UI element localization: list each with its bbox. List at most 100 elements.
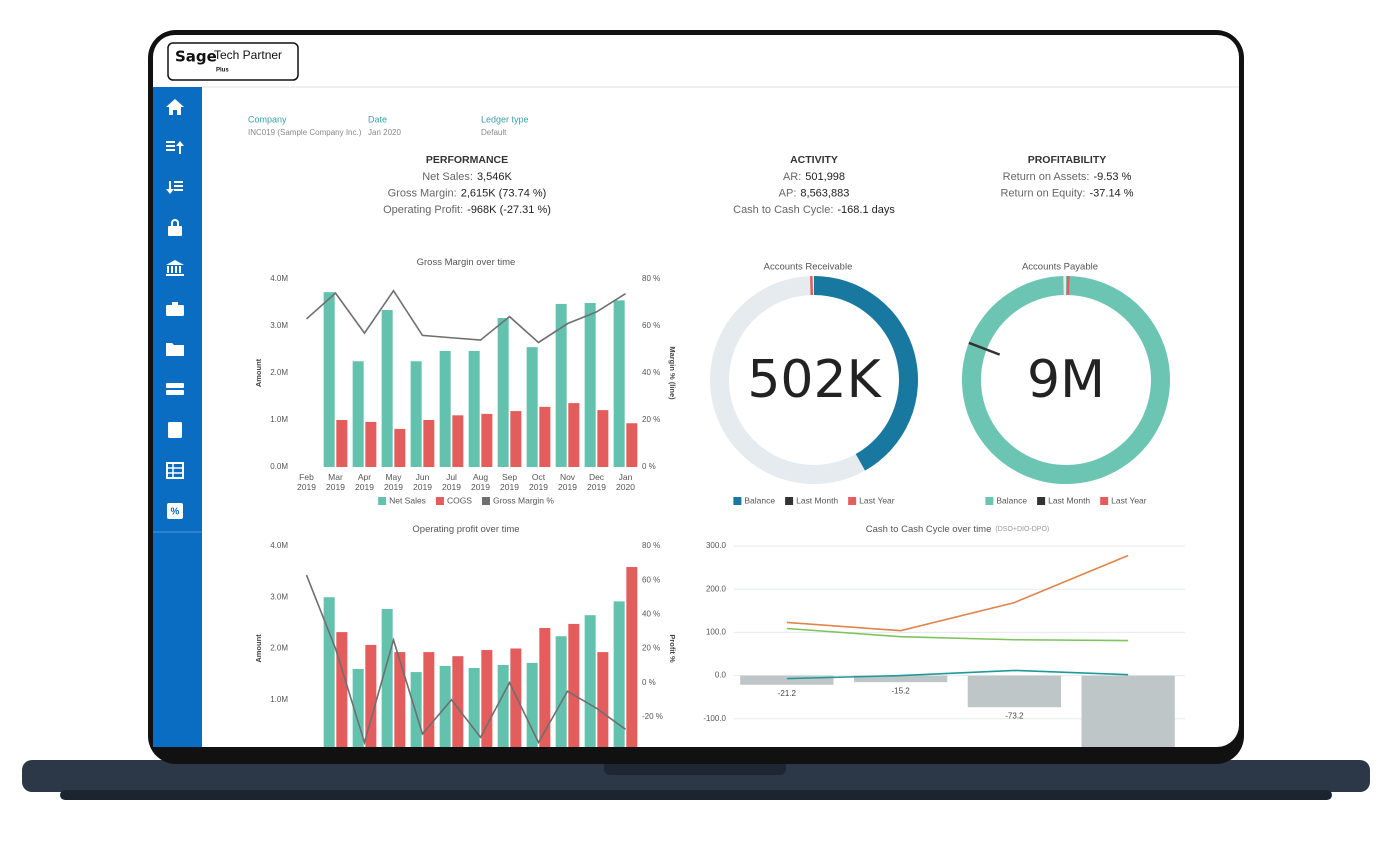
kpi-line: Return on Equity: -37.14 % (1000, 187, 1133, 199)
legend-label: Gross Margin % (493, 495, 554, 505)
x-tick-label: Aug 2019 (471, 472, 490, 492)
nav-icon[interactable] (166, 181, 183, 194)
kpi-label: Gross Margin: (388, 187, 457, 199)
bar (468, 667, 480, 747)
logo-tier: Plus (216, 68, 229, 74)
y-axis-title: Amount (254, 358, 263, 387)
data-label: -15.2 (892, 686, 911, 695)
bar (626, 567, 638, 747)
laptop-base-shadow (60, 790, 1332, 800)
y2-tick-label: 40 % (642, 368, 660, 377)
kpi-heading: PERFORMANCE (426, 154, 508, 166)
x-tick-label: Jan 2020 (616, 472, 635, 492)
y2-tick-label: 0 % (642, 678, 656, 687)
data-label: -73.2 (1005, 711, 1024, 720)
chart-title: Cash to Cash Cycle over time (DSO+DIO-DPO… (866, 524, 1050, 535)
y-tick-label: -100.0 (703, 714, 726, 723)
bar (740, 675, 834, 685)
y2-tick-label: 40 % (642, 609, 660, 618)
y-tick-label: 3.0M (270, 592, 288, 601)
filter-label: Company (248, 114, 287, 124)
logo-mark: Sage (175, 48, 217, 66)
bar (468, 350, 480, 467)
donut-marker (968, 341, 1001, 356)
donut-arc (962, 276, 1170, 484)
legend-swatch (1100, 497, 1109, 505)
bar (584, 302, 596, 467)
x-tick-label: Jul 2019 (442, 472, 461, 492)
line (786, 554, 1129, 632)
line (786, 627, 1129, 642)
nav-icon[interactable] (166, 260, 184, 276)
bar (352, 361, 364, 467)
filter-label: Ledger type (481, 114, 529, 124)
bar (439, 350, 451, 467)
logo-text: Tech Partner (214, 48, 282, 62)
kpi-label: AR: (783, 171, 801, 183)
bar (410, 361, 422, 467)
y2-tick-label: 20 % (642, 644, 660, 653)
chart-title: Gross Margin over time (417, 257, 516, 268)
kpi-line: Gross Margin: 2,615K (73.74 %) (388, 187, 547, 199)
legend-swatch (785, 497, 794, 505)
y-tick-label: 3.0M (270, 321, 288, 330)
kpi-value: 2,615K (73.74 %) (461, 187, 547, 199)
y-tick-label: 300.0 (706, 541, 727, 550)
icon-glyph: % (171, 507, 180, 518)
bar (394, 652, 406, 747)
legend-swatch (848, 497, 857, 505)
bar (336, 420, 348, 467)
bar (510, 648, 522, 747)
logo-box (167, 42, 299, 81)
bar (967, 675, 1062, 708)
screen (153, 35, 1239, 747)
legend-swatch (1037, 497, 1046, 505)
filter-value: INC019 (Sample Company Inc.) (248, 128, 362, 137)
nav-icon[interactable] (166, 383, 184, 395)
nav-icon[interactable] (166, 462, 184, 479)
kpi-value: 3,546K (477, 171, 513, 183)
nav-icon[interactable] (168, 422, 182, 438)
bar (323, 597, 335, 747)
kpi-value: -37.14 % (1089, 187, 1133, 199)
y2-tick-label: 60 % (642, 321, 660, 330)
bar (568, 623, 580, 747)
bar (423, 420, 435, 467)
legend-label: Last Year (859, 495, 895, 505)
x-tick-label: Dec 2019 (587, 472, 606, 492)
data-label: -21.2 (778, 689, 797, 698)
legend-swatch (985, 497, 994, 505)
nav-icon[interactable] (166, 343, 184, 356)
legend-label: Last Year (1111, 495, 1147, 505)
bar (381, 310, 393, 467)
kpi-value: 501,998 (805, 171, 845, 183)
bar (613, 601, 625, 747)
bar (497, 318, 509, 467)
legend-label: Last Month (1048, 495, 1090, 505)
nav-icon[interactable]: % (167, 503, 183, 519)
y2-tick-label: 80 % (642, 541, 660, 550)
bar (1081, 675, 1175, 747)
nav-icon[interactable] (166, 141, 184, 154)
bar (365, 421, 377, 467)
kpi-line: AP: 8,563,883 (779, 187, 850, 199)
y-tick-label: 4.0M (270, 274, 288, 283)
filter-value: Jan 2020 (368, 128, 401, 137)
legend-swatch (481, 497, 490, 505)
kpi-value: -968K (-27.31 %) (467, 204, 551, 216)
kpi-label: Return on Assets: (1003, 171, 1090, 183)
y-axis-title: Amount (254, 634, 263, 663)
home-icon[interactable] (166, 99, 184, 115)
bar (526, 347, 538, 467)
line (786, 669, 1129, 680)
chart-title: Accounts Payable (1022, 262, 1098, 273)
bar (597, 410, 609, 467)
kpi-line: Cash to Cash Cycle: -168.1 days (733, 204, 895, 216)
x-tick-label: Oct 2019 (529, 472, 548, 492)
nav-icon[interactable] (168, 219, 182, 236)
bar (613, 300, 625, 467)
donut-arc (813, 276, 918, 471)
bar (539, 406, 551, 467)
nav-icon[interactable] (166, 302, 184, 316)
y-tick-label: 0.0 (715, 671, 727, 680)
